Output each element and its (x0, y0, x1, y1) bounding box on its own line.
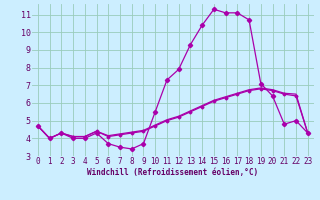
X-axis label: Windchill (Refroidissement éolien,°C): Windchill (Refroidissement éolien,°C) (87, 168, 258, 177)
